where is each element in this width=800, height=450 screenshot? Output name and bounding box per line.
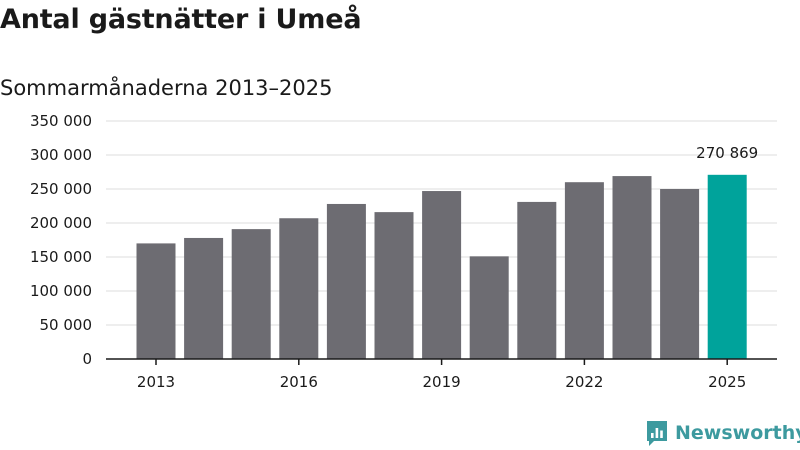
newsworthy-logo-icon <box>647 421 667 446</box>
x-tick-label: 2025 <box>708 373 746 391</box>
bar-2020 <box>469 256 509 359</box>
bar-2013 <box>136 243 176 359</box>
bar-2023 <box>612 176 652 359</box>
x-tick-label: 2016 <box>280 373 318 391</box>
bar-2021 <box>517 201 557 359</box>
x-tick-label: 2013 <box>137 373 175 391</box>
y-tick-labels: 0 50 000 100 000 150 000 200 000 250 000 300 0… <box>30 112 92 368</box>
y-tick-label: 100 000 <box>30 282 92 300</box>
bar-2014 <box>184 237 224 359</box>
x-tick-labels: 2013 2016 2019 2022 2025 <box>137 373 746 391</box>
y-tick-label: 0 <box>82 350 92 368</box>
brand-name: Newsworthy <box>675 422 800 444</box>
bar-2017 <box>326 203 366 359</box>
x-tick-label: 2019 <box>423 373 461 391</box>
y-tick-label: 200 000 <box>30 214 92 232</box>
bar-2016 <box>279 218 319 359</box>
y-tick-label: 150 000 <box>30 248 92 266</box>
bar-2019 <box>422 191 462 359</box>
chart-title: Antal gästnätter i Umeå <box>0 4 362 35</box>
bar-2025 <box>707 174 747 359</box>
data-label-highlight: 270 869 <box>696 144 758 162</box>
x-axis <box>106 358 777 365</box>
y-tick-label: 350 000 <box>30 112 92 130</box>
bar-2018 <box>374 212 414 359</box>
y-tick-label: 50 000 <box>40 316 93 334</box>
bar-2015 <box>231 229 271 359</box>
y-tick-label: 300 000 <box>30 146 92 164</box>
bars <box>136 174 747 359</box>
y-tick-label: 250 000 <box>30 180 92 198</box>
brand-logo: Newsworthy <box>645 419 800 447</box>
bar-2022 <box>564 182 604 359</box>
x-tick-label: 2022 <box>565 373 603 391</box>
chart-subtitle: Sommarmånaderna 2013–2025 <box>0 76 333 100</box>
bar-2024 <box>660 189 700 359</box>
data-labels: 270 869 <box>696 144 758 162</box>
